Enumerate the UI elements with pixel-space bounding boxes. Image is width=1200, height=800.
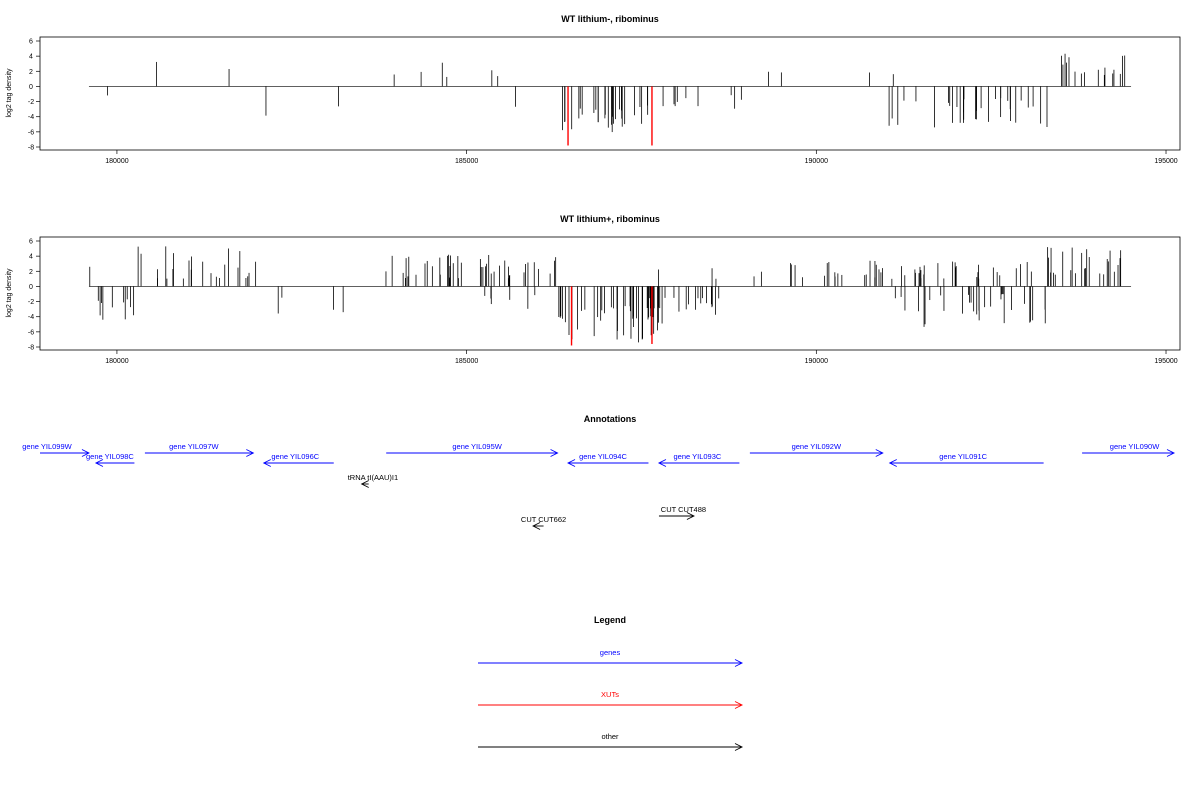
y-tick-label: 6 xyxy=(29,239,33,246)
annotation-feature: gene YIL094C xyxy=(567,452,649,467)
annotation-features: gene YIL099W gene YIL098C gene YIL097W gene… xyxy=(22,442,1176,530)
feature-label: gene YIL097W xyxy=(169,442,219,451)
y-tick-label: 0 xyxy=(29,84,33,91)
legend: Legend genes XUTs other xyxy=(478,615,744,751)
feature-arrow xyxy=(360,480,369,488)
axis-ticks: 180000 185000 190000 195000 6 4 2 0 -2 -4 -6 -8 xyxy=(28,39,1178,166)
y-tick-label: -2 xyxy=(28,99,34,106)
y-tick-label: -8 xyxy=(28,345,34,352)
feature-arrow xyxy=(657,459,740,467)
feature-arrow xyxy=(40,449,90,457)
legend-label: genes xyxy=(600,648,621,657)
feature-label: gene YIL096C xyxy=(271,452,319,461)
feature-label: gene YIL095W xyxy=(452,442,502,451)
y-axis-label: log2 tag density xyxy=(6,68,13,118)
legend-item: XUTs xyxy=(478,690,744,709)
feature-arrow xyxy=(658,512,695,520)
y-tick-label: 2 xyxy=(29,69,33,76)
y-tick-label: -4 xyxy=(28,114,34,121)
x-tick-label: 185000 xyxy=(455,158,478,165)
annotations-title: Annotations xyxy=(584,414,637,424)
annotation-feature: gene YIL096C xyxy=(262,452,334,467)
x-tick-label: 180000 xyxy=(105,158,128,165)
y-tick-label: 2 xyxy=(29,269,33,276)
y-tick-label: -8 xyxy=(28,145,34,152)
panel-lithium-minus: WT lithium-, ribominus log2 tag density … xyxy=(6,14,1181,166)
bars xyxy=(88,246,1132,346)
x-tick-label: 195000 xyxy=(1154,158,1177,165)
x-tick-label: 195000 xyxy=(1154,358,1177,365)
legend-label: other xyxy=(601,732,619,741)
annotation-feature: CUT CUT488 xyxy=(658,505,706,520)
legend-item: genes xyxy=(478,648,744,667)
feature-arrow xyxy=(567,459,649,467)
x-tick-label: 185000 xyxy=(455,358,478,365)
x-tick-label: 190000 xyxy=(805,358,828,365)
annotation-feature: gene YIL091C xyxy=(888,452,1044,467)
feature-label: gene YIL092W xyxy=(792,442,842,451)
legend-title: Legend xyxy=(594,615,626,625)
legend-item: other xyxy=(478,732,744,751)
feature-label: gene YIL094C xyxy=(579,452,627,461)
feature-label: CUT CUT488 xyxy=(661,505,706,514)
annotation-feature: gene YIL090W xyxy=(1082,442,1176,457)
x-tick-label: 190000 xyxy=(805,158,828,165)
legend-items: genes XUTs other xyxy=(478,648,744,751)
feature-arrow xyxy=(386,449,559,457)
annotation-feature: CUT CUT662 xyxy=(521,515,566,530)
y-axis-label: log2 tag density xyxy=(6,268,13,318)
feature-label: gene YIL099W xyxy=(22,442,72,451)
feature-label: tRNA tI(AAU)I1 xyxy=(348,473,398,482)
annotation-feature: gene YIL092W xyxy=(749,442,884,457)
y-tick-label: -4 xyxy=(28,314,34,321)
annotation-feature: gene YIL097W xyxy=(144,442,255,457)
legend-arrowhead xyxy=(734,701,744,709)
y-tick-label: -6 xyxy=(28,329,34,336)
feature-label: gene YIL091C xyxy=(939,452,987,461)
legend-arrowhead xyxy=(734,743,744,751)
annotation-feature: tRNA tI(AAU)I1 xyxy=(348,473,398,488)
feature-arrow xyxy=(532,522,544,530)
feature-arrow xyxy=(144,449,255,457)
y-tick-label: 0 xyxy=(29,284,33,291)
feature-label: gene YIL098C xyxy=(86,452,134,461)
axis-ticks: 180000 185000 190000 195000 6 4 2 0 -2 -4 -6 -8 xyxy=(28,239,1178,366)
panel-title: WT lithium-, ribominus xyxy=(561,14,659,24)
legend-arrowhead xyxy=(734,659,744,667)
y-tick-label: 4 xyxy=(29,254,33,261)
annotation-feature: gene YIL095W xyxy=(386,442,559,457)
annotation-feature: gene YIL099W xyxy=(22,442,90,457)
feature-arrow xyxy=(1082,449,1176,457)
feature-arrow xyxy=(94,459,135,467)
annotation-feature: gene YIL093C xyxy=(657,452,740,467)
feature-arrow xyxy=(262,459,334,467)
y-tick-label: 6 xyxy=(29,39,33,46)
legend-label: XUTs xyxy=(601,690,619,699)
panel-lithium-plus: WT lithium+, ribominus log2 tag density … xyxy=(6,214,1181,366)
feature-arrow xyxy=(888,459,1044,467)
y-tick-label: 4 xyxy=(29,54,33,61)
feature-arrow xyxy=(749,449,884,457)
plot-frame xyxy=(39,236,1181,351)
plot-frame xyxy=(39,36,1181,151)
x-tick-label: 180000 xyxy=(105,358,128,365)
bars xyxy=(88,53,1132,146)
feature-label: gene YIL090W xyxy=(1110,442,1160,451)
panel-title: WT lithium+, ribominus xyxy=(560,214,660,224)
y-tick-label: -2 xyxy=(28,299,34,306)
feature-label: gene YIL093C xyxy=(674,452,722,461)
annotation-feature: gene YIL098C xyxy=(86,452,134,467)
y-tick-label: -6 xyxy=(28,129,34,136)
feature-label: CUT CUT662 xyxy=(521,515,566,524)
